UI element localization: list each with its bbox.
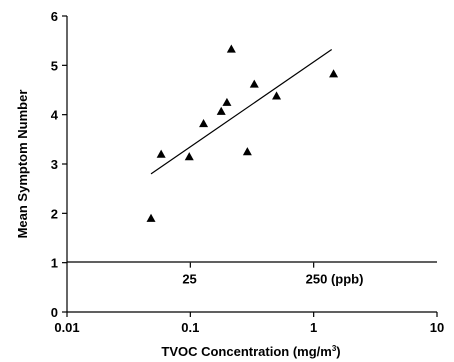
y-tick-label: 2 <box>51 206 58 221</box>
y-tick-label: 3 <box>51 157 58 172</box>
trendline-group <box>150 49 333 175</box>
data-point-marker <box>199 119 209 128</box>
data-points <box>146 44 339 222</box>
ppb-labels: 25 250 (ppb) <box>182 262 364 287</box>
x-tick-label: 0.1 <box>181 320 199 335</box>
data-point-marker <box>146 213 156 222</box>
x-tick-label: 1 <box>310 320 317 335</box>
y-tick-label: 4 <box>51 108 59 123</box>
x-axis-label-main: TVOC Concentration (mg/m <box>161 344 331 359</box>
x-tick-label: 0.01 <box>54 320 79 335</box>
ppb-tick-label: 250 (ppb) <box>306 272 364 287</box>
data-point-marker <box>329 69 339 78</box>
axes <box>66 16 437 313</box>
data-point-marker <box>249 79 259 88</box>
data-point-marker <box>156 149 166 158</box>
ppb-tick-label: 25 <box>182 272 196 287</box>
x-ticks: 0.01 0.1 1 10 <box>54 312 444 335</box>
x-tick-label: 10 <box>430 320 444 335</box>
y-tick-label: 6 <box>51 9 58 24</box>
x-axis-label-suffix: ) <box>336 344 340 359</box>
x-axis-label: TVOC Concentration (mg/m3) <box>161 344 340 359</box>
data-point-marker <box>216 106 226 115</box>
data-point-marker <box>222 97 232 106</box>
y-tick-label: 1 <box>51 256 58 271</box>
data-point-marker <box>242 147 252 156</box>
y-tick-label: 0 <box>51 305 58 320</box>
data-point-marker <box>226 44 236 53</box>
y-axis-label: Mean Symptom Number <box>15 90 30 239</box>
data-point-marker <box>184 152 194 161</box>
trendline <box>150 49 333 175</box>
data-point-marker <box>272 91 282 100</box>
y-tick-label: 5 <box>51 58 58 73</box>
y-ticks: 0 1 2 3 4 5 6 <box>51 9 67 320</box>
x-axis-label-superscript: 3 <box>332 344 337 353</box>
